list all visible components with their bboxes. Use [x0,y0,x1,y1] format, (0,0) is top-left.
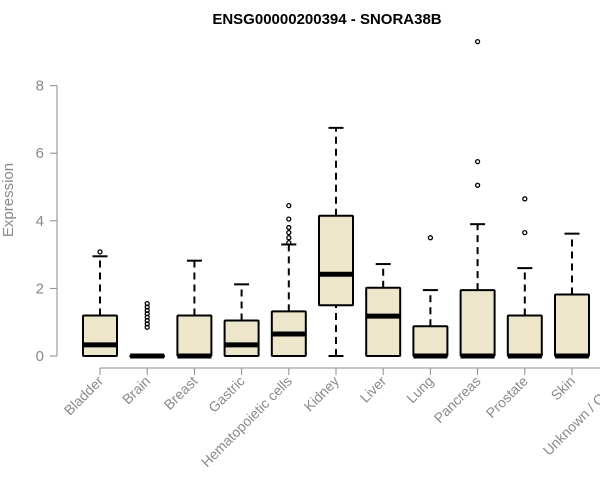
box [176,314,213,358]
x-tick-label: Liver [357,373,390,406]
x-tick-label: Kidney [301,373,343,415]
outlier-point [427,235,434,241]
box-group [365,263,402,357]
outlier-point [286,240,292,246]
x-tick-label: Hematopoietic cells [198,373,295,470]
box [318,214,354,307]
x-tick-label: Skin [548,373,579,404]
x-tick-label: Brain [119,373,153,407]
box-group [270,202,307,358]
outlier-point [286,235,292,241]
outlier-point [144,300,150,307]
box-group [82,249,118,358]
x-tick-label: Prostate [483,373,531,421]
box-group [412,235,449,359]
box [82,314,118,358]
outlier-point [286,224,292,231]
box-group [459,39,496,359]
y-tick-label: 2 [36,280,44,297]
box-group [176,259,213,359]
outlier-point [522,196,528,202]
box-group [506,196,543,359]
x-tick-label: Breast [161,373,201,413]
outlier-point [474,39,481,45]
outlier-point [286,216,292,222]
outlier-point [286,229,292,236]
box-group [129,300,166,359]
chart-title: ENSG00000200394 - SNORA38B [212,11,441,28]
box [459,289,496,357]
x-tick-label: Pancreas [431,373,484,426]
boxes [82,39,590,359]
outlier-point [474,158,481,165]
outlier-point [522,229,528,236]
y-tick-label: 6 [36,145,44,162]
y-axis: 0 2 4 6 8 [36,78,58,365]
outlier-point [474,182,481,188]
outlier-point [286,202,292,209]
y-tick-label: 4 [36,213,44,230]
box-group [318,126,354,357]
outlier-point [97,249,103,255]
box-group [554,232,590,359]
x-tick-label: Bladder [61,373,107,419]
box [554,293,590,358]
y-tick-label: 8 [36,78,44,95]
x-tick-label: Lung [403,373,436,406]
box [365,286,402,357]
box [506,314,543,358]
y-axis-label: Expression [0,163,17,237]
box [412,325,449,358]
y-tick-label: 0 [36,348,44,365]
box [223,319,260,358]
box-group [223,283,260,358]
x-tick-label: Gastric [205,373,248,416]
